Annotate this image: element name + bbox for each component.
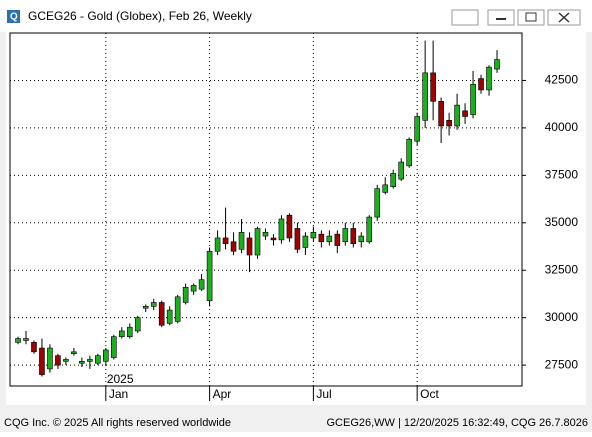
candle-body <box>446 120 452 127</box>
candle-body <box>494 59 500 70</box>
x-tick-label: Jan <box>109 387 128 401</box>
candle-body <box>15 338 21 343</box>
candle-body <box>454 104 460 127</box>
candle-body <box>230 241 237 252</box>
x-tick-label: Jul <box>316 387 331 401</box>
window-title: GCEG26 - Gold (Globex), Feb 26, Weekly <box>28 9 252 23</box>
candle-body <box>302 235 309 248</box>
candle-body <box>142 305 149 309</box>
candle-body <box>87 359 93 362</box>
candle-body <box>398 161 405 180</box>
footer-right: GCEG26,WW | 12/20/2025 16:32:49, CQG 26.… <box>326 417 588 429</box>
candle-body <box>358 235 365 243</box>
candle-body <box>318 233 325 243</box>
candle-body <box>39 347 45 375</box>
candle-body <box>486 66 492 91</box>
candle-body <box>286 214 293 239</box>
chart-layer: 27500 30000 32500 35000 37500 40000 42500 Jan20… <box>10 33 578 401</box>
y-tick-label: 37500 <box>545 168 579 182</box>
y-tick-label: 30000 <box>545 310 579 324</box>
close-glyph <box>558 12 570 23</box>
x-tick-label: Oct <box>420 387 439 401</box>
candle-body <box>238 231 245 250</box>
candle-body <box>278 218 285 241</box>
candle-body <box>390 173 397 188</box>
candle-body <box>350 228 357 244</box>
candle-body <box>166 309 173 324</box>
minimize-button[interactable] <box>487 9 515 26</box>
y-tick-label: 27500 <box>545 357 579 371</box>
candle-body <box>95 355 101 364</box>
candle-body <box>334 233 341 246</box>
candle-body <box>111 336 117 358</box>
candle-body <box>206 250 213 301</box>
candle-body <box>414 116 420 142</box>
candle-body <box>382 184 389 193</box>
app-icon <box>7 10 20 23</box>
candle-body <box>246 237 253 256</box>
x-tick-label: Apr <box>213 387 232 401</box>
candle-body <box>31 342 37 353</box>
maximize-button[interactable] <box>517 9 545 26</box>
y-tick-label: 32500 <box>545 262 579 276</box>
candle-body <box>182 287 189 303</box>
candle-body <box>71 351 77 355</box>
candle-body <box>63 359 69 362</box>
candle-body <box>222 237 229 244</box>
candle-body <box>103 349 109 362</box>
candle-body <box>366 216 373 243</box>
candle-body <box>134 317 141 332</box>
candle-body <box>190 285 197 292</box>
candle-body <box>55 355 61 366</box>
candle-body <box>374 188 381 218</box>
y-tick-label: 35000 <box>545 215 579 229</box>
maximize-glyph <box>525 12 537 22</box>
app-icon-letter: Q <box>10 12 18 23</box>
year-label: 2025 <box>107 372 134 386</box>
candle-body <box>23 338 29 341</box>
candle-body <box>406 138 412 167</box>
candle-body <box>462 110 468 117</box>
candle-body <box>118 330 125 337</box>
candle-body <box>262 231 269 237</box>
candle-body <box>47 347 53 370</box>
candle-body <box>254 228 261 256</box>
candle-body <box>150 302 157 307</box>
candle-body <box>342 228 349 243</box>
candle-body <box>158 302 165 326</box>
candle-body <box>214 237 221 252</box>
candle-body <box>478 78 484 91</box>
candle-body <box>422 72 428 121</box>
candle-body <box>294 228 301 250</box>
candle-body <box>126 326 133 337</box>
candle-body <box>430 72 436 102</box>
candle-body <box>438 101 444 127</box>
candle-body <box>198 279 205 290</box>
link-button[interactable] <box>451 9 479 26</box>
candle-body <box>79 361 85 364</box>
candle-body <box>174 296 181 322</box>
candle-body <box>470 83 476 115</box>
candle-body <box>270 237 277 241</box>
y-tick-label: 42500 <box>545 73 579 87</box>
y-tick-label: 40000 <box>545 120 579 134</box>
candle-body <box>326 235 333 243</box>
footer-left: CQG Inc. © 2025 All rights reserved worl… <box>4 417 231 429</box>
candle-body <box>310 231 317 239</box>
plot-area <box>9 32 523 387</box>
